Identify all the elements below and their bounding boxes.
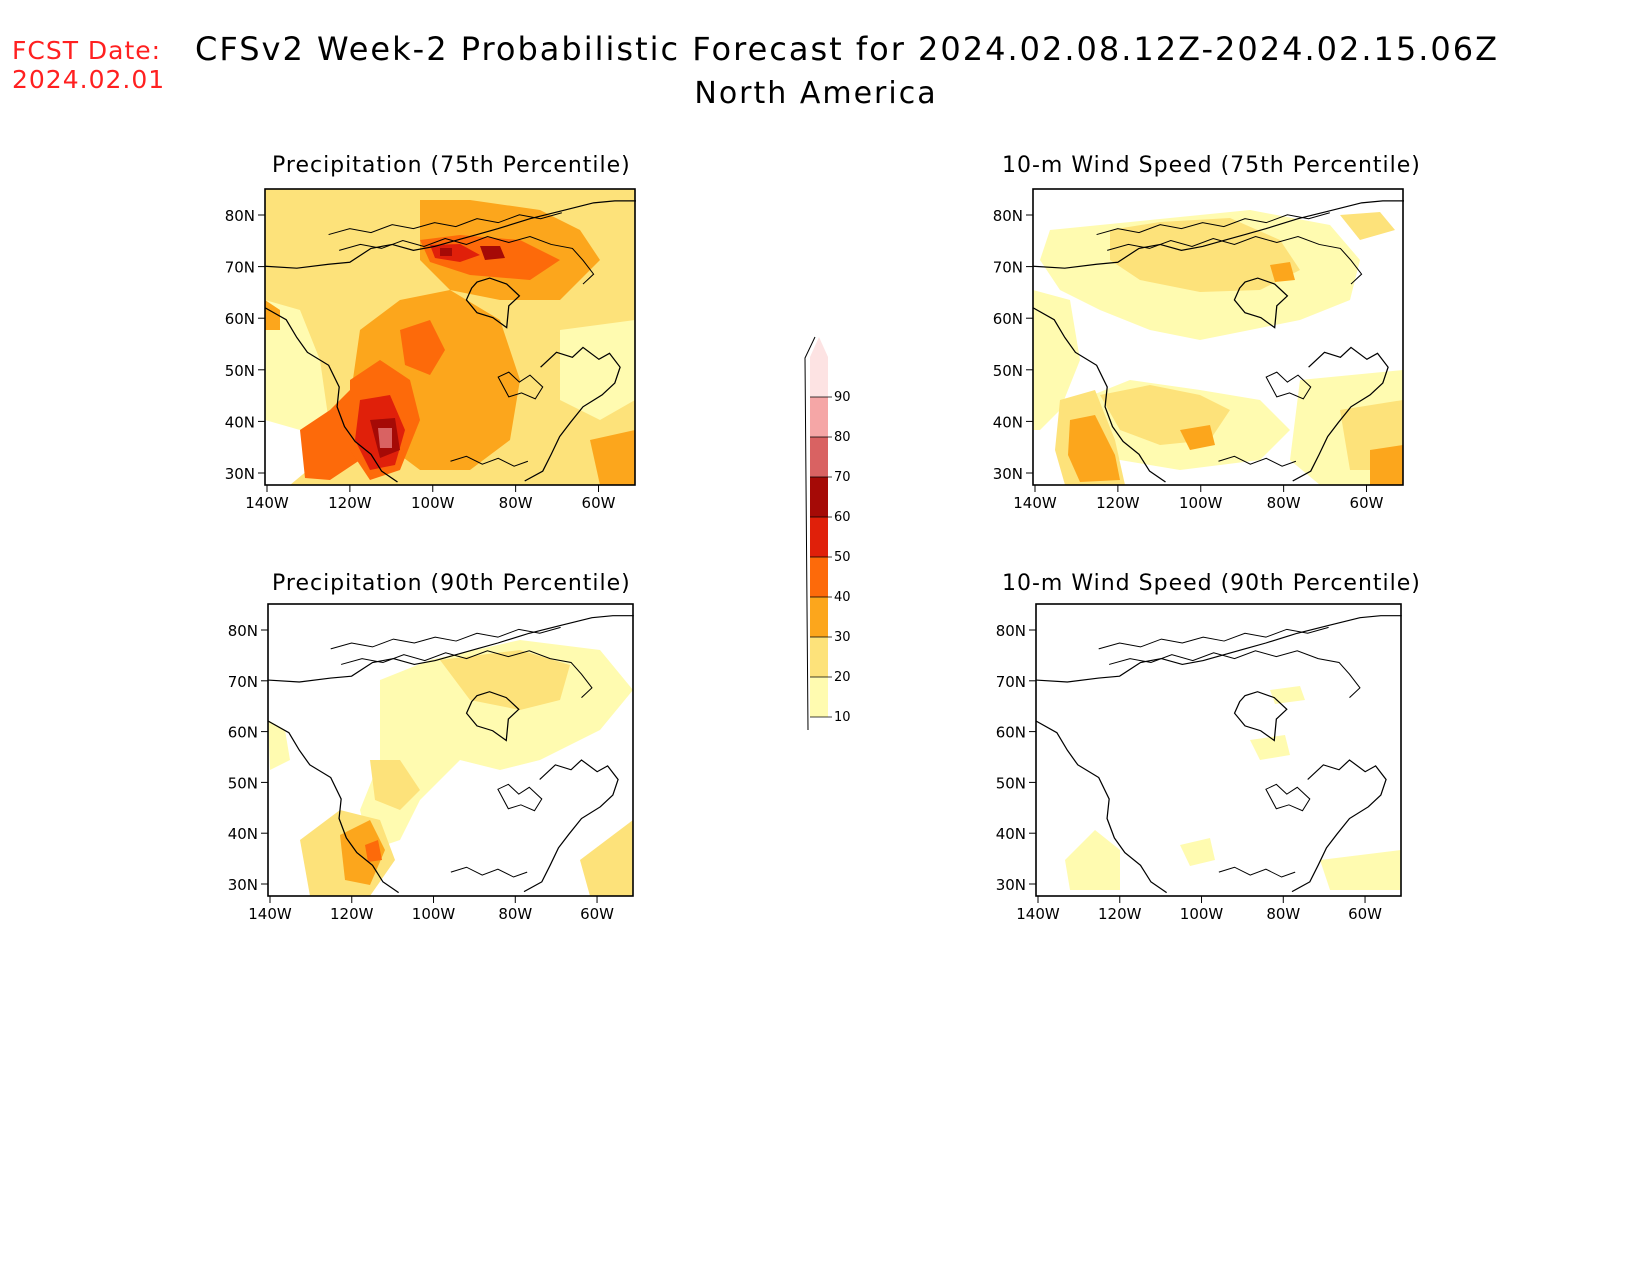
lon-tick-label-precip90: 120W [330, 905, 374, 923]
lon-tick-label-wind90: 80W [1266, 905, 1300, 923]
lat-tick-label-precip75: 80N [225, 207, 255, 225]
lat-tick-label-precip90: 60N [228, 724, 258, 742]
region-subtitle-text: North America [694, 76, 938, 111]
lat-tick-label-wind90: 50N [996, 774, 1026, 792]
lat-tick-label-wind90: 80N [996, 622, 1026, 640]
colorbar-level-label: 40 [834, 590, 851, 605]
lon-tick-label-precip75: 140W [245, 494, 289, 512]
colorbar-swatch [810, 477, 828, 517]
lat-tick-label-wind75: 50N [993, 362, 1023, 380]
lat-tick-label-precip75: 30N [225, 465, 255, 483]
colorbar-level-label: 80 [834, 430, 851, 445]
colorbar-cap [810, 337, 828, 357]
lat-tick-label-precip90: 50N [228, 774, 258, 792]
colorbar-swatch [810, 437, 828, 477]
lat-tick-label-precip75: 40N [225, 413, 255, 431]
panel-title-wind75: 10-m Wind Speed (75th Percentile) [1002, 153, 1421, 178]
lat-tick-label-wind90: 40N [996, 825, 1026, 843]
forecast-date-label: FCST Date: 2024.02.01 [12, 36, 165, 94]
lat-tick-label-precip90: 70N [228, 673, 258, 691]
lat-tick-label-precip75: 60N [225, 310, 255, 328]
lat-tick-label-precip75: 70N [225, 259, 255, 277]
lon-tick-label-precip90: 60W [580, 905, 614, 923]
lat-tick-label-wind90: 60N [996, 724, 1026, 742]
colorbar-level-label: 70 [834, 470, 851, 485]
lon-tick-label-precip75: 100W [411, 494, 455, 512]
lon-tick-label-wind90: 140W [1016, 905, 1060, 923]
colorbar-swatch [810, 397, 828, 437]
colorbar-swatch [810, 637, 828, 677]
lon-tick-label-precip75: 120W [328, 494, 372, 512]
colorbar-swatch [810, 517, 828, 557]
map-precip75 [264, 188, 637, 486]
colorbar: 10 20 30 40 50 60 70 80 90 [804, 336, 851, 731]
lon-tick-label-precip90: 140W [248, 905, 292, 923]
map-wind90 [1035, 603, 1403, 897]
lon-tick-label-wind90: 100W [1180, 905, 1224, 923]
colorbar-swatch [810, 597, 828, 637]
lat-tick-label-precip75: 50N [225, 362, 255, 380]
region-subtitle: North America [0, 76, 1650, 111]
colorbar-level-label: 30 [834, 630, 851, 645]
lon-tick-label-precip90: 100W [412, 905, 456, 923]
colorbar-level-label: 60 [834, 510, 851, 525]
colorbar-level-label: 90 [834, 390, 851, 405]
lat-tick-label-wind75: 30N [993, 465, 1023, 483]
forecast-date-value: 2024.02.01 [12, 65, 166, 94]
lon-tick-label-precip75: 80W [499, 494, 533, 512]
lon-tick-label-wind90: 120W [1098, 905, 1142, 923]
lon-tick-label-precip75: 60W [582, 494, 616, 512]
colorbar-level-label: 20 [834, 670, 851, 685]
colorbar-swatch [810, 357, 828, 397]
lat-tick-label-precip90: 30N [228, 876, 258, 894]
lon-tick-label-wind75: 60W [1350, 494, 1384, 512]
lon-tick-label-precip90: 80W [498, 905, 532, 923]
colorbar-level-label: 50 [834, 550, 851, 565]
colorbar-swatch [810, 677, 828, 717]
lat-tick-label-wind75: 60N [993, 310, 1023, 328]
panel-title-precip90: Precipitation (90th Percentile) [272, 571, 631, 596]
lat-tick-label-wind90: 30N [996, 876, 1026, 894]
lon-tick-label-wind75: 80W [1267, 494, 1301, 512]
panel-title-precip75: Precipitation (75th Percentile) [272, 153, 631, 178]
map-precip90 [267, 603, 635, 897]
map-wind75 [1032, 188, 1405, 486]
colorbar-swatch [810, 557, 828, 597]
main-title: CFSv2 Week-2 Probabilistic Forecast for … [195, 30, 1500, 68]
lon-tick-label-wind75: 120W [1096, 494, 1140, 512]
forecast-date-caption: FCST Date: [12, 36, 162, 65]
colorbar-level-label: 10 [834, 710, 851, 725]
lon-tick-label-wind75: 140W [1013, 494, 1057, 512]
lon-tick-label-wind75: 100W [1179, 494, 1223, 512]
lat-tick-label-wind90: 70N [996, 673, 1026, 691]
lat-tick-label-wind75: 40N [993, 413, 1023, 431]
panel-title-wind90: 10-m Wind Speed (90th Percentile) [1002, 571, 1421, 596]
lat-tick-label-precip90: 40N [228, 825, 258, 843]
lon-tick-label-wind90: 60W [1348, 905, 1382, 923]
lat-tick-label-wind75: 70N [993, 259, 1023, 277]
lat-tick-label-wind75: 80N [993, 207, 1023, 225]
lat-tick-label-precip90: 80N [228, 622, 258, 640]
